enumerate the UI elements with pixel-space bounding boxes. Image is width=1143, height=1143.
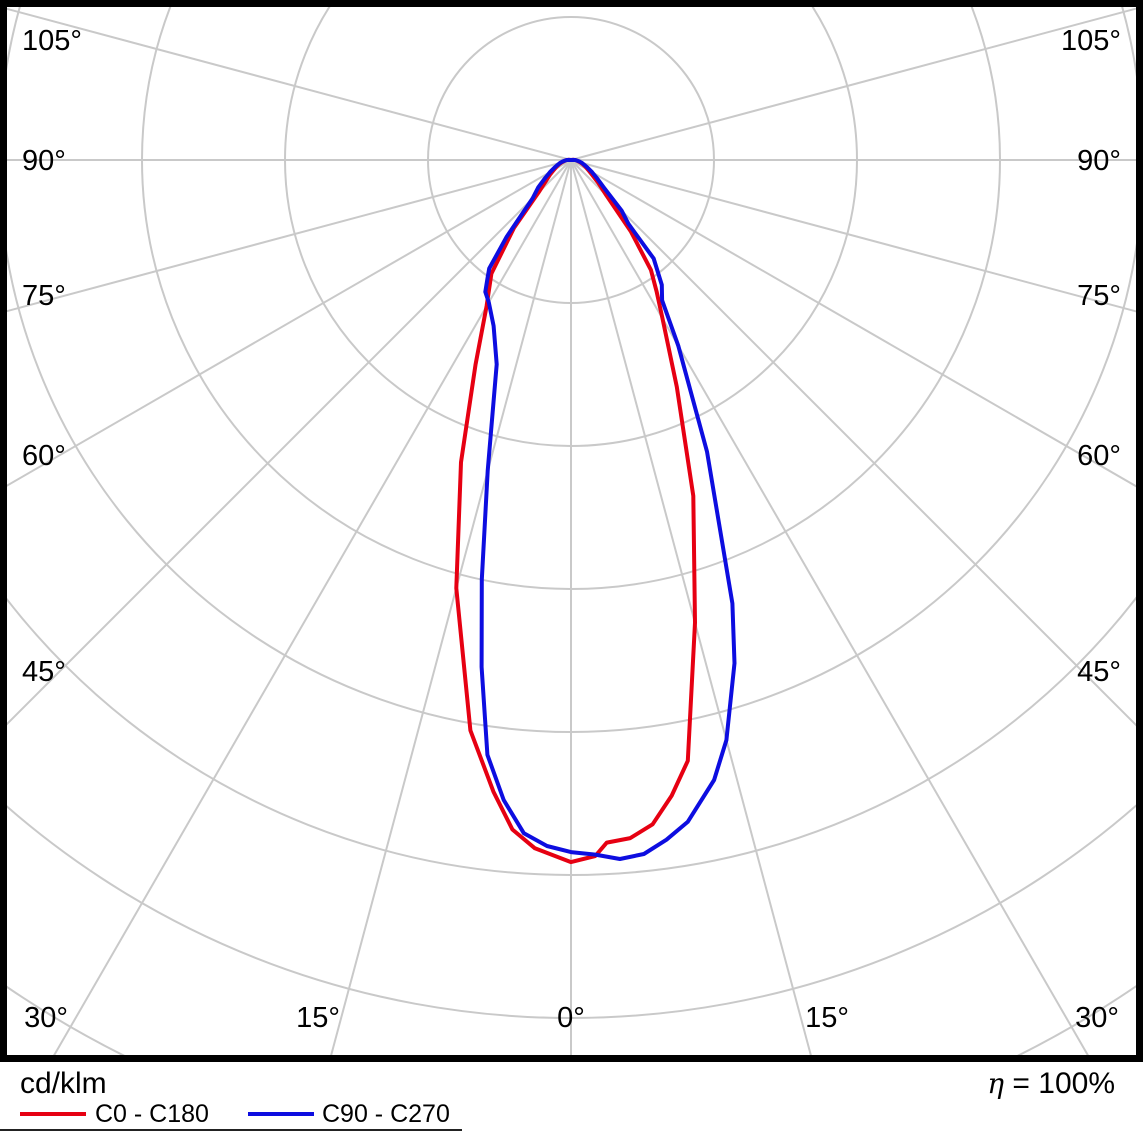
efficiency-label: η = 100%	[987, 1068, 1115, 1100]
grid-angle-line	[7, 159, 572, 487]
angle-label-right: 90°	[1077, 145, 1121, 177]
legend-underline	[0, 1129, 462, 1131]
angle-label-bottom: 30°	[1075, 1002, 1119, 1034]
angle-label-right: 75°	[1077, 280, 1121, 312]
angle-label-bottom: 30°	[24, 1002, 68, 1034]
angle-label-bottom: 15°	[805, 1002, 849, 1034]
grid-angle-line	[570, 7, 1136, 161]
grid-angle-line	[53, 159, 572, 1055]
angle-label-left: 60°	[22, 440, 66, 472]
eta-symbol: η	[987, 1067, 1005, 1100]
plot-border	[0, 0, 1143, 1062]
grid-angle-line	[7, 159, 572, 726]
legend-line-c90-c270	[248, 1112, 314, 1116]
angle-label-right: 45°	[1077, 656, 1121, 688]
grid-angle-line	[330, 159, 572, 1055]
grid-angle-line	[570, 159, 812, 1055]
grid-angle-line	[570, 159, 1089, 1055]
grid-angle-line	[7, 7, 572, 161]
angle-label-left: 75°	[22, 280, 66, 312]
grid-angle-line	[7, 159, 572, 313]
legend-label-c90-c270: C90 - C270	[322, 1100, 450, 1128]
grid-angle-line	[570, 159, 1136, 727]
legend-label-c0-c180: C0 - C180	[95, 1100, 209, 1128]
grid-angle-line	[570, 159, 1136, 313]
legend-line-c0-c180	[20, 1112, 86, 1116]
angle-label-bottom: 15°	[296, 1002, 340, 1034]
efficiency-value: = 100%	[1004, 1067, 1115, 1100]
angle-label-left: 105°	[22, 25, 82, 57]
curve-c90-c270	[479, 157, 737, 861]
angle-label-left: 90°	[22, 145, 66, 177]
angle-label-bottom: 0°	[557, 1002, 585, 1034]
units-label: cd/klm	[20, 1067, 107, 1100]
angle-label-left: 45°	[22, 656, 66, 688]
grid-angle-line	[570, 159, 1136, 488]
angle-label-right: 105°	[1061, 25, 1121, 57]
angle-label-right: 60°	[1077, 440, 1121, 472]
